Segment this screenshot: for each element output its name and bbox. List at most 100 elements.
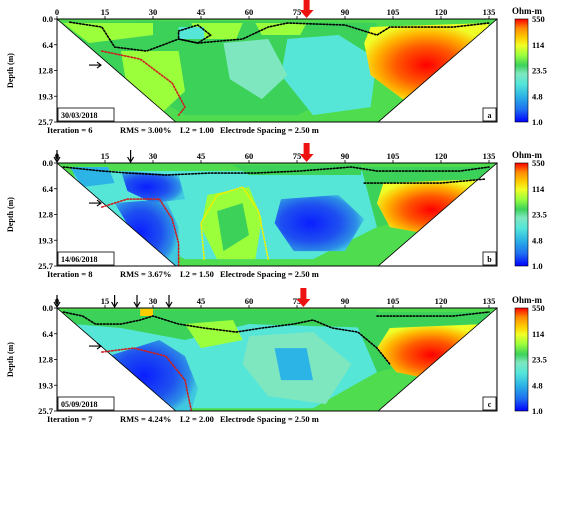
down-arrow-marker [53, 295, 61, 309]
y-tick-label: 0.0 [42, 14, 53, 24]
resistivity-body [121, 51, 185, 116]
resistivity-contour [62, 311, 391, 365]
x-tick-label: 135 [483, 7, 496, 17]
x-tick-label: 0 [55, 7, 59, 17]
markers [53, 143, 314, 207]
resistivity-contour [101, 198, 180, 267]
y-tick-labels: 0.0 6.4 12.8 19.3 25.7 [38, 14, 57, 127]
footer-rms: RMS = 4.24% [120, 414, 171, 424]
footer-electrode-spacing: Electrode Spacing = 2.50 m [220, 414, 319, 424]
y-tick-label: 25.7 [38, 117, 54, 127]
red-arrow-marker [299, 143, 314, 162]
x-tick-label: 90 [341, 7, 350, 17]
x-tick-label: 15 [101, 296, 110, 306]
x-tick-label: 120 [435, 7, 448, 17]
resistivity-body [223, 39, 288, 100]
markers [89, 0, 314, 69]
resistivity-body [377, 324, 486, 381]
y-tick-label: 19.3 [38, 380, 53, 390]
resistivity-body [178, 27, 205, 40]
resistivity-bodies [63, 308, 496, 411]
y-axis-label: Depth (m) [6, 342, 15, 377]
y-tick-label: 12.8 [38, 66, 53, 76]
x-tick-labels: 0 15 30 45 60 75 90 105 120 135 [55, 7, 496, 19]
resistivity-contour [101, 347, 193, 412]
x-tick-label: 15 [101, 151, 110, 161]
down-arrow-marker [165, 295, 173, 309]
x-tick-label: 60 [245, 151, 254, 161]
y-tick-label: 0.0 [42, 158, 53, 168]
colorbar-tick-label: 114 [532, 184, 545, 194]
y-tick-label: 0.0 [42, 303, 53, 313]
footer-rms: RMS = 3.00% [120, 125, 171, 135]
footer-l2: L2 = 1.50 [180, 269, 214, 279]
colorbar-scale [514, 18, 529, 123]
x-tick-label: 90 [341, 296, 350, 306]
x-tick-label: 90 [341, 151, 350, 161]
down-arrow-marker [53, 150, 61, 164]
y-tick-labels: 0.0 6.4 12.8 19.3 25.7 [38, 158, 57, 271]
footer-electrode-spacing: Electrode Spacing = 2.50 m [220, 269, 319, 279]
footer-iteration: Iteration = 7 [47, 414, 93, 424]
y-tick-label: 25.7 [38, 406, 54, 416]
x-tick-label: 75 [293, 151, 302, 161]
colorbar-title: Ohm-m [512, 6, 543, 16]
date-label: 14/06/2018 [61, 255, 97, 264]
panel-c: 0 15 30 45 60 75 90 105 120 135 0.06.412.819.325.… [6, 288, 547, 424]
side-arrow-marker [89, 61, 102, 69]
resistivity-contour [177, 24, 212, 44]
footer-electrode-spacing: Electrode Spacing = 2.50 m [220, 125, 319, 135]
footer-iteration: Iteration = 8 [47, 269, 92, 279]
x-tick-label: 105 [387, 7, 400, 17]
down-arrow-marker [127, 150, 135, 164]
footer-l2: L2 = 1.00 [180, 125, 214, 135]
y-tick-label: 6.4 [42, 40, 53, 50]
y-tick-label: 19.3 [38, 235, 53, 245]
y-tick-label: 19.3 [38, 91, 53, 101]
resistivity-contour [69, 21, 490, 52]
colorbar-scale [514, 162, 529, 267]
side-arrow-marker [89, 199, 102, 207]
resistivity-contour [376, 311, 490, 317]
resistivity-contour [62, 166, 490, 176]
colorbar-tick-label: 114 [532, 329, 545, 339]
resistivity-body [274, 348, 313, 381]
date-label: 30/03/2018 [61, 111, 97, 120]
colorbar-title: Ohm-m [512, 150, 543, 160]
x-tick-label: 135 [483, 151, 496, 161]
date-box: 05/09/2018 [57, 396, 115, 411]
y-tick-label: 25.7 [38, 261, 54, 271]
resistivity-bodies [69, 165, 496, 266]
x-tick-label: 60 [245, 7, 254, 17]
panel-letter: b [487, 255, 492, 264]
y-tick-label: 6.4 [42, 329, 53, 339]
red-arrow-marker [299, 0, 314, 18]
resistivity-body [121, 171, 185, 204]
resistivity-body [69, 167, 115, 188]
colorbar-tick-label: 4.8 [532, 235, 543, 245]
x-tick-label: 45 [197, 296, 206, 306]
resistivity-body [114, 199, 179, 266]
x-tick-label: 30 [149, 151, 158, 161]
footer-l2: L2 = 2.00 [180, 414, 214, 424]
colorbar-tick-label: 1.0 [532, 406, 543, 416]
panel-letter-box: c [482, 396, 497, 411]
resistivity-contour [363, 178, 487, 184]
panel-letter-box: a [482, 107, 497, 122]
date-label: 05/09/2018 [61, 400, 97, 409]
resistivity-body [281, 35, 377, 116]
resistivity-body [377, 179, 486, 236]
x-tick-label: 105 [387, 296, 400, 306]
down-arrow-marker [111, 295, 119, 309]
panel-b: 0 15 30 45 60 75 90 105 120 135 0.06.412.819.325.… [6, 143, 547, 279]
x-tick-label: 30 [149, 296, 158, 306]
resistivity-contour [101, 50, 186, 116]
red-arrow-marker [296, 288, 311, 307]
date-box: 30/03/2018 [57, 107, 115, 122]
resistivity-section [57, 163, 497, 266]
colorbar-scale [514, 307, 529, 412]
colorbar-tick-label: 4.8 [532, 91, 543, 101]
colorbar-tick-label: 1.0 [532, 261, 543, 271]
